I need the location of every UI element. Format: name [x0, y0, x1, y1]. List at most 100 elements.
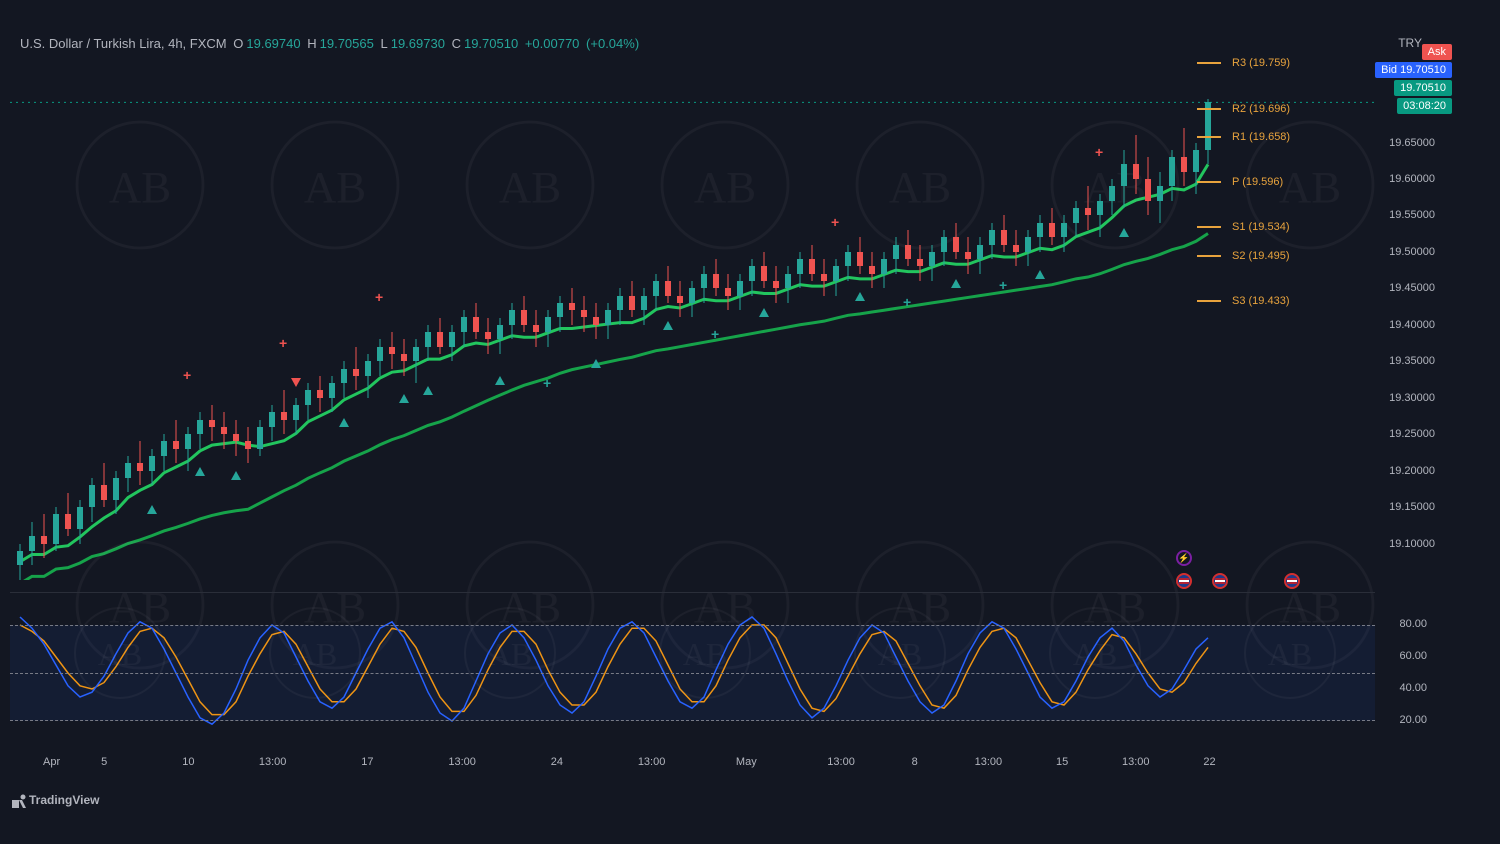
- candle: [761, 252, 768, 288]
- time-tick: 24: [551, 756, 563, 768]
- candle: [569, 288, 576, 324]
- symbol-title: U.S. Dollar / Turkish Lira, 4h, FXCM: [20, 36, 227, 51]
- candle: [1097, 194, 1104, 238]
- earnings-icon[interactable]: ⚡: [1176, 550, 1192, 566]
- signal-marker: [291, 378, 301, 387]
- price-tick: 19.40000: [1389, 319, 1435, 331]
- candle: [29, 522, 36, 566]
- candle: [1169, 150, 1176, 201]
- indicator-axis[interactable]: 20.0040.0060.0080.00: [1375, 592, 1490, 752]
- candle: [929, 245, 936, 281]
- time-tick: 13:00: [975, 756, 1003, 768]
- signal-marker: +: [375, 289, 383, 305]
- candle: [53, 507, 60, 551]
- signal-marker: [147, 505, 157, 514]
- candle: [125, 456, 132, 492]
- candle: [233, 420, 240, 456]
- candle: [1061, 215, 1068, 251]
- time-tick: May: [736, 756, 757, 768]
- candle: [629, 281, 636, 317]
- candle: [77, 500, 84, 544]
- candle: [1085, 186, 1092, 230]
- signal-marker: [663, 321, 673, 330]
- candle: [977, 237, 984, 273]
- candle: [341, 361, 348, 397]
- time-axis[interactable]: Apr51013:001713:002413:00May13:00813:001…: [10, 756, 1375, 776]
- signal-marker: +: [903, 294, 911, 310]
- signal-marker: +: [543, 375, 551, 391]
- time-tick: 5: [101, 756, 107, 768]
- candle: [737, 274, 744, 310]
- pivot-level: S1 (19.534): [1232, 221, 1289, 233]
- candle: [725, 274, 732, 310]
- economic-event-icon[interactable]: [1212, 573, 1228, 589]
- candle: [713, 259, 720, 295]
- price-tick: 19.60000: [1389, 173, 1435, 185]
- price-axis[interactable]: 19.1000019.1500019.2000019.2500019.30000…: [1375, 55, 1490, 580]
- indicator-pane[interactable]: ABABABABABABAB: [10, 592, 1375, 752]
- price-tick: 19.15000: [1389, 501, 1435, 513]
- candle: [797, 252, 804, 288]
- indicator-tick: 40.00: [1399, 682, 1427, 694]
- candle: [245, 427, 252, 463]
- signal-marker: +: [711, 326, 719, 342]
- candle: [101, 463, 108, 507]
- signal-marker: [1035, 270, 1045, 279]
- tradingview-logo[interactable]: TradingView: [12, 793, 99, 808]
- ohlc-open: 19.69740: [246, 36, 300, 51]
- candle: [953, 223, 960, 259]
- price-tick: 19.20000: [1389, 465, 1435, 477]
- candle: [833, 259, 840, 295]
- candle: [197, 412, 204, 448]
- time-tick: 13:00: [1122, 756, 1150, 768]
- candle: [1121, 150, 1128, 208]
- candle: [641, 288, 648, 324]
- candle: [1133, 135, 1140, 193]
- candle: [821, 259, 828, 295]
- time-tick: 8: [912, 756, 918, 768]
- candle: [749, 259, 756, 295]
- economic-event-icon[interactable]: [1284, 573, 1300, 589]
- pivot-level: R1 (19.658): [1232, 131, 1290, 143]
- ohlc-high: 19.70565: [320, 36, 374, 51]
- candle: [173, 420, 180, 464]
- currency-label: TRY: [1398, 36, 1422, 50]
- chart-header: U.S. Dollar / Turkish Lira, 4h, FXCM O19…: [20, 36, 642, 51]
- time-tick: 17: [361, 756, 373, 768]
- candle: [965, 237, 972, 273]
- candle: [857, 237, 864, 273]
- price-tick: 19.65000: [1389, 137, 1435, 149]
- candle: [305, 383, 312, 419]
- candle: [149, 449, 156, 485]
- candle: [185, 427, 192, 471]
- signal-marker: [1119, 228, 1129, 237]
- signal-marker: [855, 292, 865, 301]
- candle: [593, 303, 600, 339]
- candle: [353, 347, 360, 391]
- candle: [689, 281, 696, 317]
- candle: [473, 303, 480, 339]
- candle: [137, 441, 144, 485]
- ohlc-pct: (+0.04%): [586, 36, 639, 51]
- candle: [221, 412, 228, 448]
- main-chart[interactable]: ABABABABABABABABABABABABABABR3 (19.759)R…: [10, 55, 1375, 580]
- signal-marker: +: [279, 335, 287, 351]
- time-tick: 15: [1056, 756, 1068, 768]
- candle: [89, 478, 96, 522]
- candle: [653, 274, 660, 310]
- candle: [1049, 208, 1056, 244]
- candle: [1181, 128, 1188, 186]
- candle: [1157, 172, 1164, 223]
- ohlc-close: 19.70510: [464, 36, 518, 51]
- signal-marker: [423, 386, 433, 395]
- candle: [497, 318, 504, 354]
- candle: [521, 296, 528, 332]
- economic-event-icon[interactable]: [1176, 573, 1192, 589]
- candle: [533, 310, 540, 346]
- signal-marker: +: [999, 277, 1007, 293]
- candle: [809, 245, 816, 281]
- price-tick: 19.10000: [1389, 538, 1435, 550]
- candle: [1109, 179, 1116, 215]
- ohlc-low: 19.69730: [391, 36, 445, 51]
- price-tick: 19.25000: [1389, 428, 1435, 440]
